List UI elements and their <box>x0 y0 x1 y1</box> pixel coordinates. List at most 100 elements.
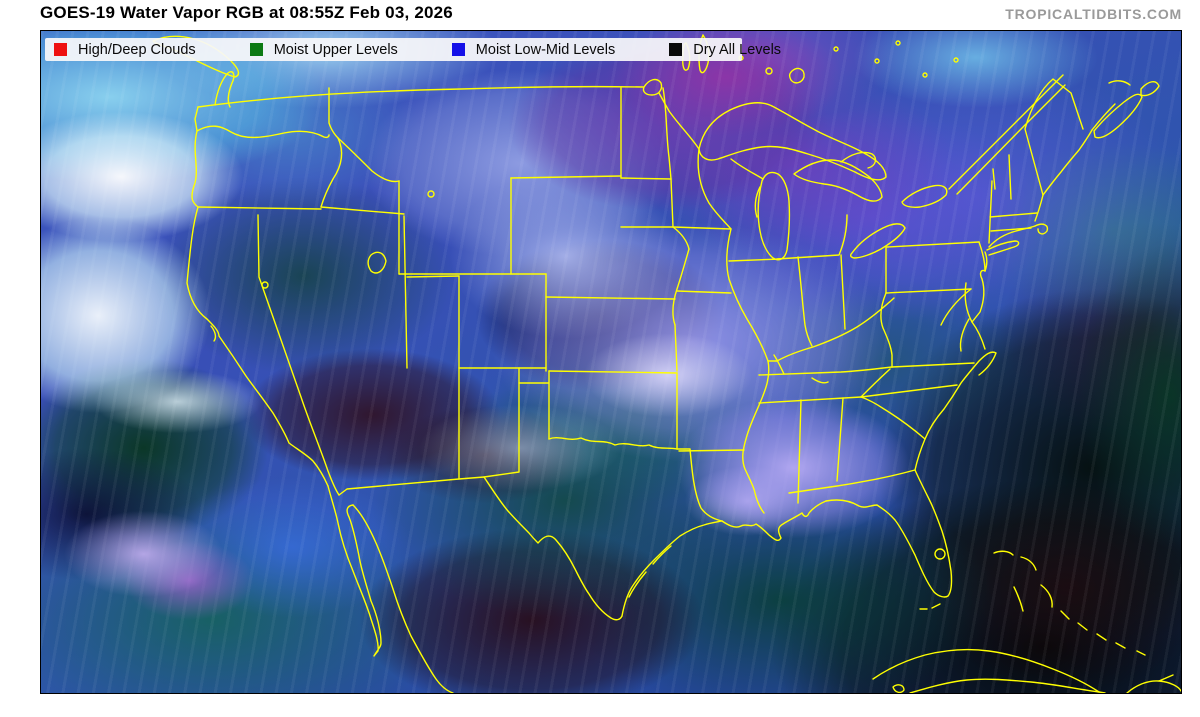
canadian-lake <box>833 46 839 52</box>
chesapeake-west-shore <box>959 318 970 352</box>
legend-item-moist-upper-levels: Moist Upper Levels <box>249 41 398 58</box>
missouri-river <box>672 248 690 326</box>
wa-id-border <box>328 87 339 139</box>
or-id-border <box>320 137 343 208</box>
cape-breton <box>1140 81 1160 97</box>
potomac-river <box>940 288 972 326</box>
page-title: GOES-19 Water Vapor RGB at 08:55Z Feb 03… <box>40 3 453 22</box>
tn-river-lake <box>811 377 829 384</box>
legend-item-moist-low-mid-levels: Moist Low-Mid Levels <box>451 41 616 58</box>
louisiana-coast-delta <box>721 500 827 542</box>
nova-scotia <box>1093 93 1143 139</box>
mn-canada-border <box>658 92 700 150</box>
site-watermark: TROPICALTIDBITS.COM <box>1005 6 1182 22</box>
ia-mo-border <box>676 290 732 294</box>
lake-nipigon <box>788 67 805 84</box>
mexico-mainland-coast <box>352 504 454 693</box>
wi-il-border <box>728 258 782 262</box>
us-mexico-border <box>338 476 623 621</box>
isle-of-youth <box>892 684 905 693</box>
columbia-river <box>196 125 330 139</box>
lake-erie <box>850 223 906 259</box>
legend-item-high-deep-clouds: High/Deep Clouds <box>54 42 196 58</box>
ks-mo-border <box>674 324 678 372</box>
eleuthera <box>1040 584 1053 608</box>
legend-label: Moist Low-Mid Levels <box>475 41 616 58</box>
ny-pa-border <box>886 241 980 248</box>
us-canada-border <box>197 85 644 108</box>
maine-coast <box>1034 129 1093 222</box>
lake-champlain <box>992 168 996 190</box>
canadian-lake <box>953 57 959 63</box>
sf-bay <box>210 325 217 342</box>
lake-tahoe <box>261 281 269 289</box>
high-deep-clouds-swatch <box>54 43 67 56</box>
sd-ne-border <box>620 226 690 250</box>
prince-edward-island <box>1108 80 1131 86</box>
ks-ok-border <box>548 370 678 374</box>
ne-ks-border <box>545 296 676 300</box>
yellowstone-lake <box>427 190 435 198</box>
id-mt-border <box>337 137 400 183</box>
bahama-island <box>1060 610 1070 620</box>
nd-sd-border <box>620 177 672 180</box>
legend-label: Dry All Levels <box>693 41 782 58</box>
ga-sc-border <box>860 396 926 440</box>
florida-coastline <box>825 469 953 598</box>
map-viewport: High/Deep Clouds Moist Upper Levels Mois… <box>40 30 1182 694</box>
tn-south-border <box>758 396 862 404</box>
green-bay <box>754 186 761 218</box>
nc-sc-border <box>860 384 958 398</box>
ma-ct-border <box>990 227 1032 232</box>
ohio-river <box>767 297 895 362</box>
grand-bahama <box>993 550 1014 556</box>
lake-michigan <box>757 171 791 261</box>
barrier-island <box>628 571 647 598</box>
puget-sound <box>214 71 235 108</box>
abaco <box>1020 556 1037 571</box>
california-nevada-border <box>257 214 340 496</box>
canadian-lake <box>765 67 773 75</box>
ms-al-border <box>797 399 802 504</box>
mississippi-river-upper <box>697 148 769 362</box>
dry-all-levels-swatch <box>669 43 683 56</box>
in-oh-border <box>840 254 846 330</box>
st-lawrence-river <box>956 84 1066 195</box>
bahama-island <box>1115 642 1126 649</box>
andros <box>1013 586 1024 612</box>
ny-newengland-border <box>988 180 993 244</box>
lake-huron <box>793 159 883 202</box>
mt-south-border <box>510 175 622 179</box>
maine-borders <box>1024 78 1084 196</box>
red-river-tx-ok <box>548 437 678 450</box>
bahama-island <box>1096 633 1107 641</box>
lake-of-the-woods <box>642 78 663 96</box>
hispaniola <box>1126 680 1181 693</box>
moist-low-mid-levels-swatch <box>451 43 465 56</box>
ma-north-border <box>989 212 1038 218</box>
lake-superior <box>698 102 887 181</box>
wv-va-border <box>880 292 893 368</box>
southeast-coastline <box>914 351 997 471</box>
cape-cod <box>1034 223 1049 235</box>
ky-tn-border <box>758 366 893 376</box>
vt-nh-border <box>1008 154 1012 200</box>
long-island <box>986 240 1020 256</box>
lake-okeechobee <box>934 548 946 560</box>
sd-mn-border <box>670 178 674 228</box>
ar-la-border <box>678 449 745 452</box>
texas-coastline <box>621 520 723 617</box>
legend-label: Moist Upper Levels <box>273 41 398 58</box>
id-south-border <box>320 206 405 215</box>
virginia-coast <box>971 321 986 350</box>
baja-california <box>327 485 382 657</box>
red-river-north <box>662 87 672 180</box>
lake-ontario <box>901 184 948 208</box>
barrier-island <box>652 545 672 565</box>
bahama-island <box>1136 650 1146 656</box>
legend-label: High/Deep Clouds <box>78 41 196 58</box>
al-ga-border <box>836 397 844 482</box>
nv-ut-border <box>403 215 408 369</box>
cuba-north-coast <box>872 648 1106 693</box>
nm-tx-border <box>483 367 520 478</box>
